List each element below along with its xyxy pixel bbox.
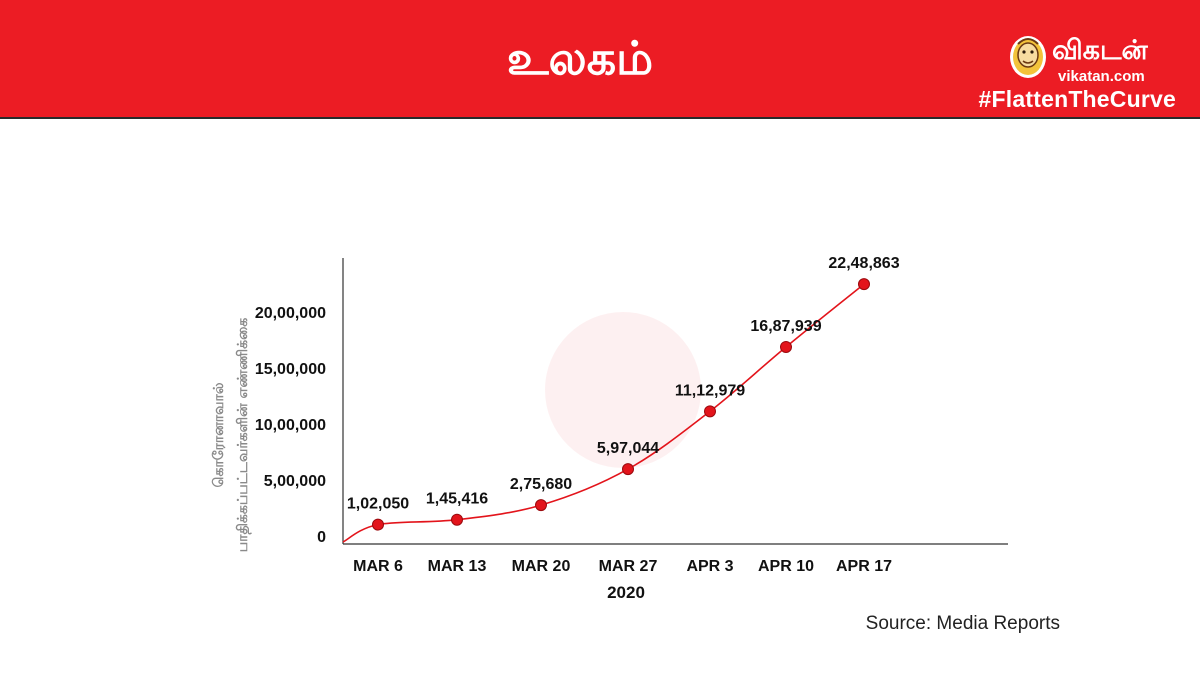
y-tick-label: 0	[317, 529, 326, 546]
data-label: 2,75,680	[510, 476, 572, 493]
y-tick-label: 15,00,000	[255, 361, 326, 378]
page-title: உலகம்	[506, 31, 654, 85]
y-tick-label: 5,00,000	[264, 473, 326, 490]
data-point	[780, 340, 792, 353]
mascot-icon	[1010, 36, 1046, 78]
hashtag: #FlattenTheCurve	[978, 86, 1176, 112]
data-point	[704, 405, 716, 418]
data-point	[858, 278, 870, 291]
data-label: 22,48,863	[828, 255, 899, 272]
data-label: 16,87,939	[750, 318, 821, 335]
watermark-icon	[545, 312, 701, 468]
chart-axes	[342, 258, 1008, 545]
x-tick-labels: MAR 6 MAR 13 MAR 20 MAR 27 APR 3 APR 10 APR 17	[353, 558, 892, 575]
x-tick-label: MAR 13	[428, 558, 487, 575]
x-tick-label: MAR 20	[512, 558, 571, 575]
header-divider	[0, 117, 1200, 119]
x-tick-label: MAR 6	[353, 558, 403, 575]
y-tick-labels: 0 5,00,000 10,00,000 15,00,000 20,00,000	[255, 305, 326, 546]
data-point	[535, 499, 547, 512]
data-point	[451, 513, 463, 526]
y-tick-label: 20,00,000	[255, 305, 326, 322]
brand-name: விகடன்	[1052, 35, 1148, 66]
y-tick-label: 10,00,000	[255, 417, 326, 434]
y-axis-label: கொரோனாவால் பாதிக்கப்பட்டவர்களின் எண்ணிக்…	[211, 318, 252, 553]
brand-logo: விகடன் vikatan.com	[1008, 32, 1188, 88]
x-tick-label: APR 17	[836, 558, 892, 575]
x-tick-label: APR 3	[686, 558, 733, 575]
data-label: 1,45,416	[426, 491, 488, 508]
data-label: 11,12,979	[675, 382, 745, 399]
data-label: 1,02,050	[347, 496, 409, 513]
x-tick-label: APR 10	[758, 558, 814, 575]
source-note: Source: Media Reports	[865, 613, 1060, 634]
y-axis-label-line-2: பாதிக்கப்பட்டவர்களின் எண்ணிக்கை	[235, 318, 252, 553]
y-axis-label-line-1: கொரோனாவால்	[211, 382, 227, 487]
data-labels: 1,02,050 1,45,416 2,75,680 5,97,044 11,12,97…	[347, 255, 900, 512]
x-tick-label: MAR 27	[599, 558, 658, 575]
header-bar	[0, 0, 1200, 117]
brand-url: vikatan.com	[1058, 68, 1145, 85]
x-axis-label: 2020	[607, 583, 645, 602]
data-label: 5,97,044	[597, 440, 659, 457]
data-point	[622, 463, 634, 476]
data-points	[372, 278, 870, 531]
data-point	[372, 518, 384, 531]
